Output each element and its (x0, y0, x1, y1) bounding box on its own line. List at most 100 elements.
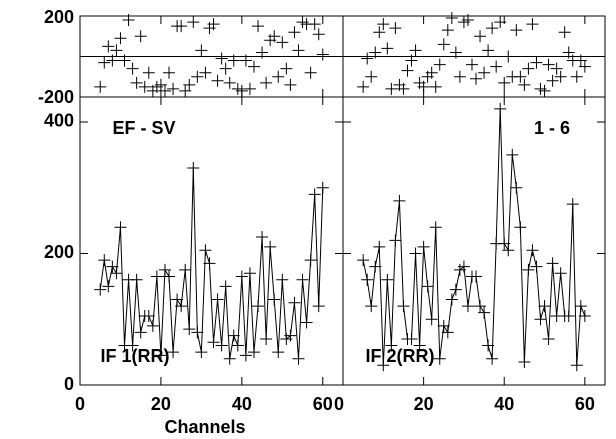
point (357, 80, 370, 93)
point (207, 18, 220, 31)
point (239, 54, 252, 67)
point (114, 32, 127, 45)
point (381, 42, 394, 55)
x-tick-label: 20 (151, 394, 171, 414)
point (490, 60, 503, 73)
x-tick-label: 40 (232, 394, 252, 414)
point (546, 74, 559, 87)
point (397, 82, 410, 95)
point (365, 70, 378, 83)
point (377, 18, 390, 31)
if-label: IF 1(RR) (101, 346, 170, 366)
point (122, 14, 135, 27)
point (308, 18, 321, 31)
point (449, 46, 462, 59)
point (163, 66, 176, 79)
point (167, 82, 180, 95)
point (223, 76, 236, 89)
point (494, 16, 507, 29)
point (550, 62, 563, 75)
point (478, 66, 491, 79)
point (106, 54, 119, 67)
point (522, 62, 535, 75)
point (102, 40, 115, 53)
point (570, 70, 583, 83)
point (554, 70, 567, 83)
point (316, 48, 329, 61)
point (94, 80, 107, 93)
point (211, 74, 224, 87)
point (227, 54, 240, 67)
point (538, 84, 551, 97)
annotation: EF - SV (112, 118, 175, 138)
point (292, 44, 305, 57)
x-axis-title: Channels (164, 417, 245, 437)
point (578, 309, 591, 322)
y-tick-label: 400 (44, 111, 74, 131)
point (445, 12, 458, 25)
amplitude-line (362, 108, 586, 366)
point (98, 56, 111, 69)
point (510, 24, 523, 37)
point (474, 30, 487, 43)
point (514, 70, 527, 83)
x-tick-label: 20 (414, 394, 434, 414)
x-tick-label: 0 (75, 394, 85, 414)
point (252, 20, 265, 33)
point (441, 24, 454, 37)
point (357, 254, 370, 267)
point (405, 54, 418, 67)
point (134, 30, 147, 43)
point (247, 60, 260, 73)
point (312, 28, 325, 41)
point (530, 56, 543, 69)
point (199, 66, 212, 79)
point (486, 22, 499, 35)
point (183, 78, 196, 91)
point (574, 54, 587, 67)
point (219, 62, 232, 75)
point (110, 44, 123, 57)
point (453, 70, 466, 83)
point (280, 62, 293, 75)
point (284, 78, 297, 91)
point (401, 64, 414, 77)
point (498, 76, 511, 89)
point (179, 84, 192, 97)
point (558, 26, 571, 39)
y-tick-label: 200 (44, 242, 74, 262)
y-tick-label: 200 (44, 7, 74, 27)
point (256, 46, 269, 59)
point (158, 84, 171, 97)
point (429, 80, 442, 93)
x-tick-label: 60 (313, 394, 333, 414)
y-tick-label: -200 (38, 87, 74, 107)
point (118, 54, 131, 67)
point (433, 58, 446, 71)
point (288, 26, 301, 39)
if-label: IF 2(RR) (366, 346, 435, 366)
point (175, 20, 188, 33)
x-tick-label: 60 (575, 394, 595, 414)
amplitude-line (99, 168, 324, 359)
point (437, 38, 450, 51)
point (425, 66, 438, 79)
point (138, 80, 151, 93)
point (272, 70, 285, 83)
point (187, 16, 200, 29)
panel-frame (342, 96, 606, 386)
point (461, 14, 474, 27)
point (417, 80, 430, 93)
point (578, 60, 591, 73)
point (94, 283, 107, 296)
point (465, 58, 478, 71)
point (276, 36, 289, 49)
point (502, 50, 515, 63)
point (470, 72, 483, 85)
point (482, 44, 495, 57)
point (243, 82, 256, 95)
point (526, 18, 539, 31)
point (385, 82, 398, 95)
point (361, 52, 374, 65)
x-tick-label: 40 (494, 394, 514, 414)
